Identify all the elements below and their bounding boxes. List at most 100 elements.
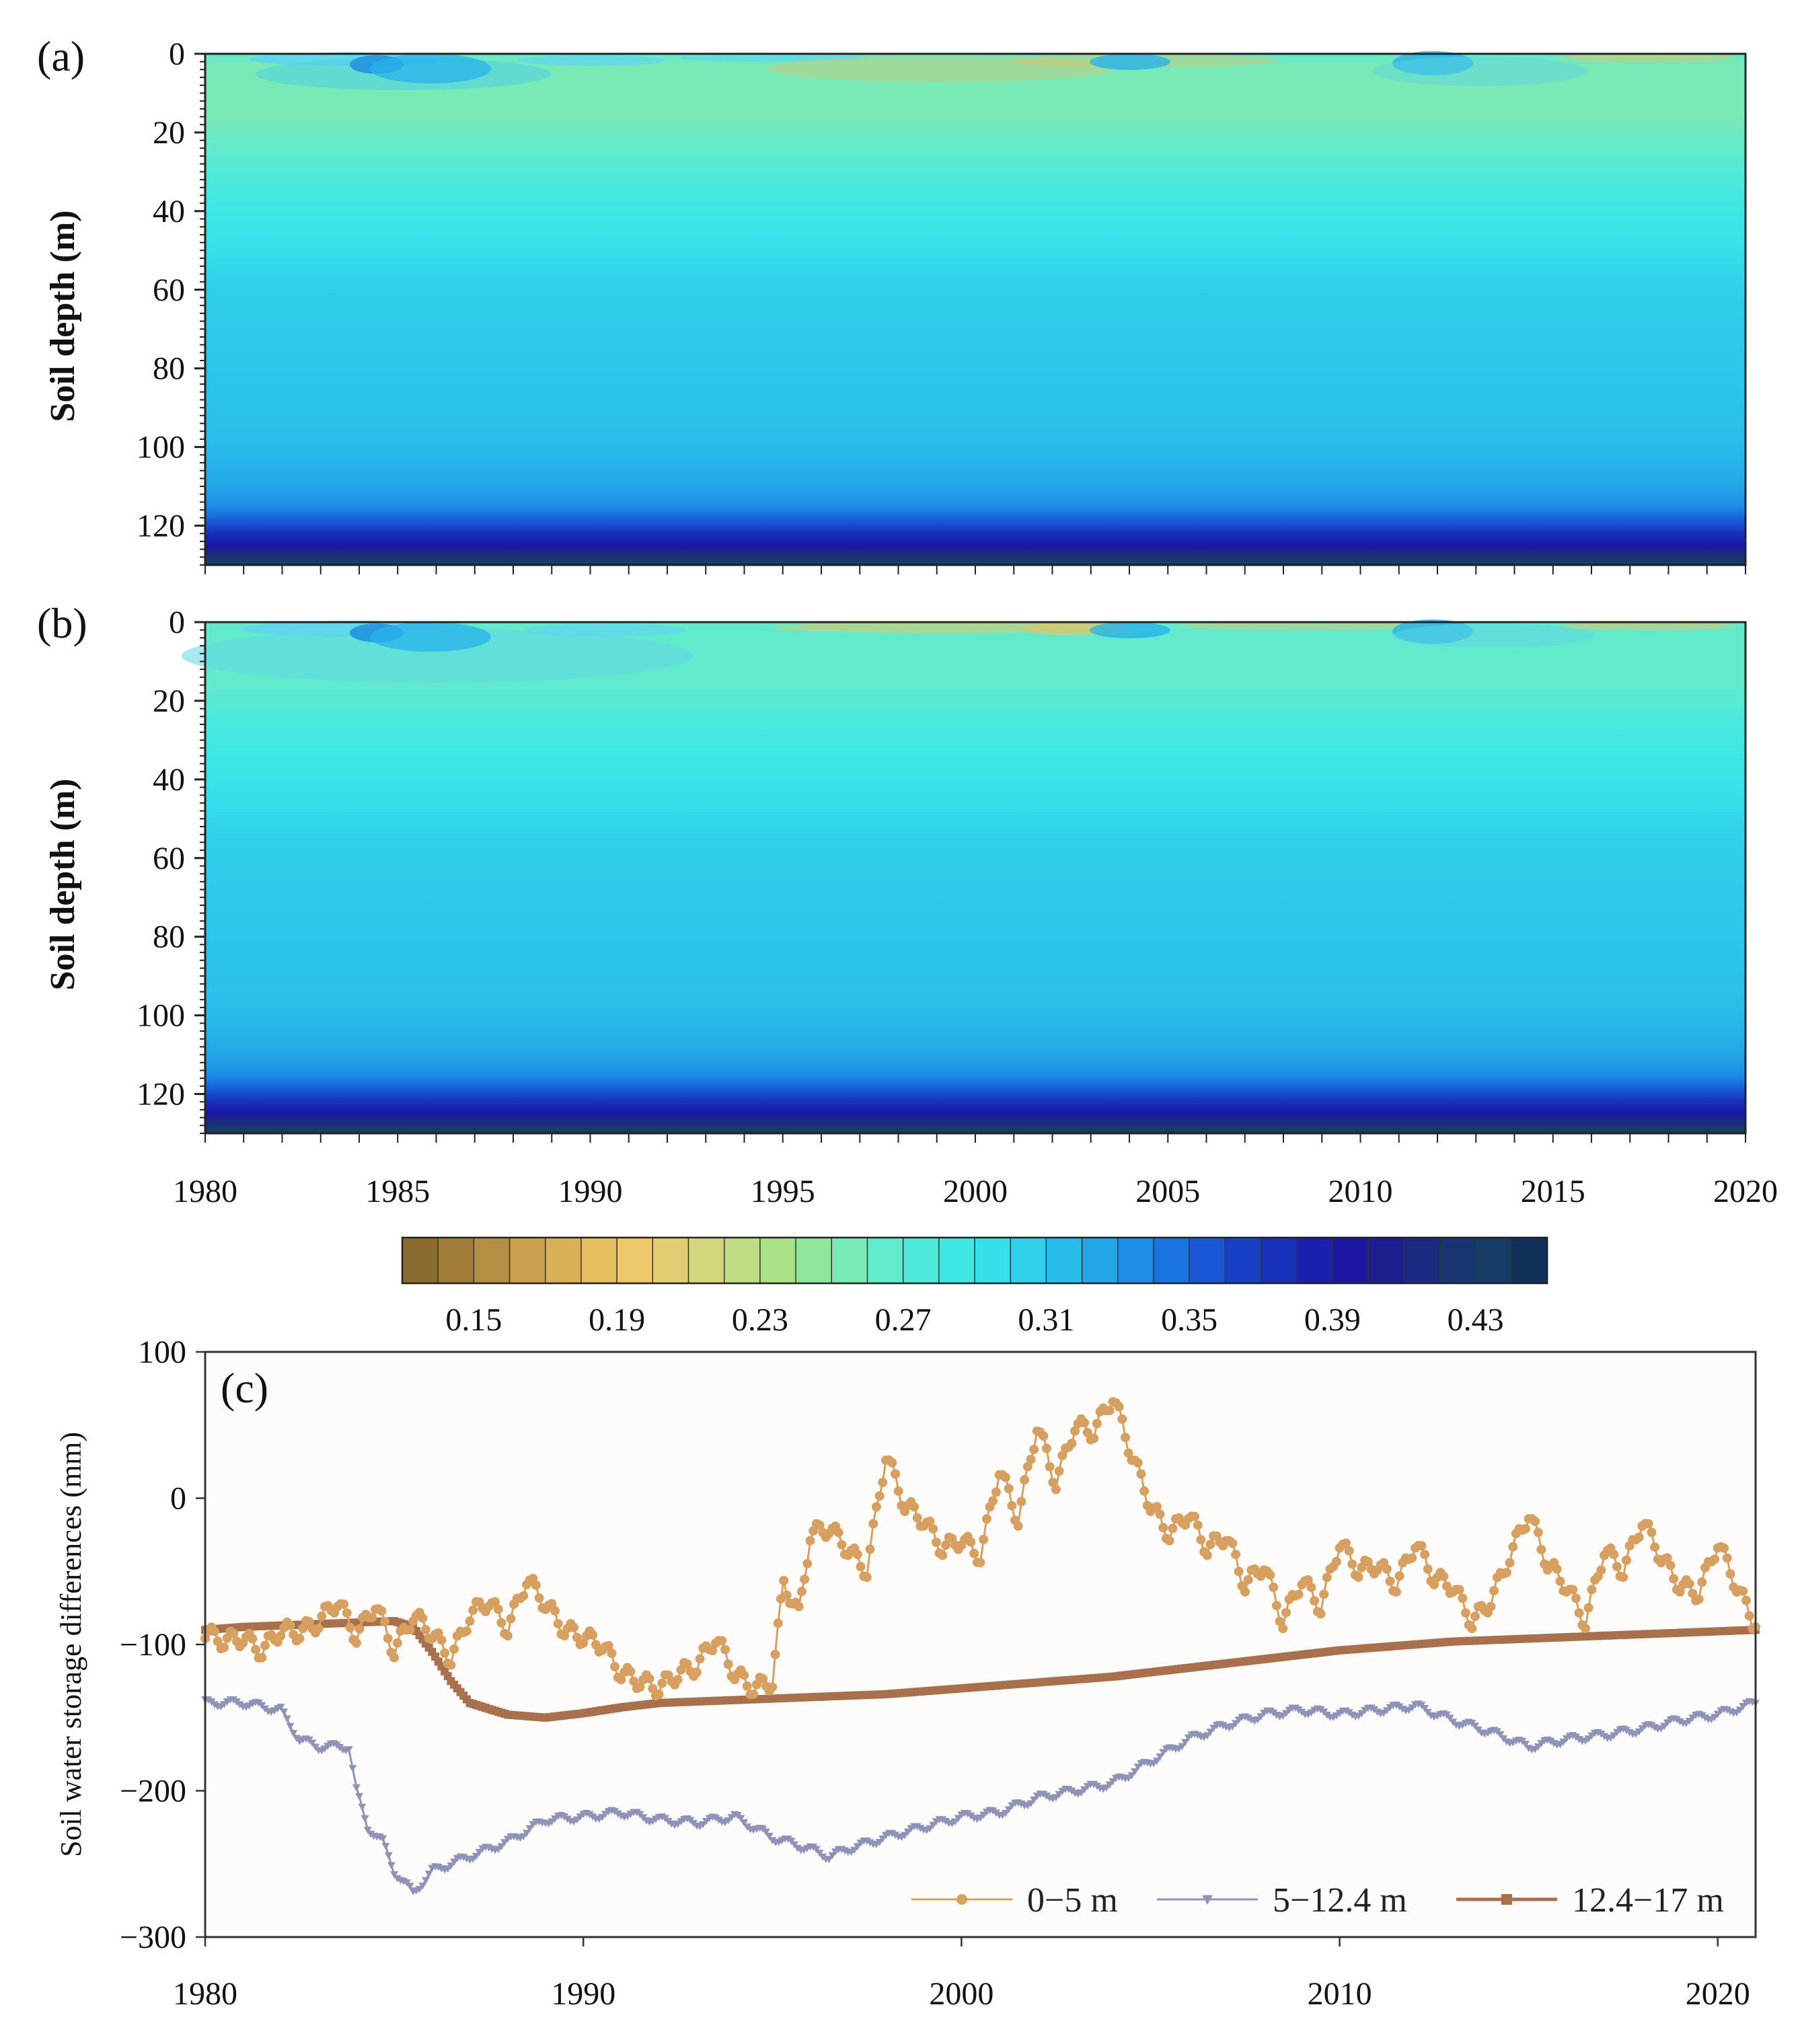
data-point — [912, 1513, 922, 1523]
colorbar-swatch — [437, 1237, 475, 1284]
data-point — [1271, 1601, 1281, 1611]
data-point — [1080, 1418, 1090, 1428]
data-point — [1722, 1553, 1732, 1563]
data-point — [717, 1636, 727, 1646]
data-point — [1391, 1587, 1401, 1597]
data-point — [1159, 1749, 1168, 1757]
y-tick-label: 0 — [170, 1481, 186, 1517]
data-point — [1441, 1581, 1452, 1591]
y-tick-label: 100 — [138, 1334, 186, 1370]
data-point — [708, 1646, 718, 1656]
data-point — [1530, 1516, 1540, 1526]
data-point — [522, 1829, 531, 1838]
data-point — [450, 1858, 459, 1866]
data-point — [387, 1862, 396, 1870]
data-point — [875, 1839, 884, 1846]
data-point — [447, 1862, 455, 1870]
data-point — [931, 1538, 941, 1548]
data-point — [339, 1599, 349, 1610]
data-point — [1420, 1550, 1430, 1560]
data-point — [1331, 1556, 1341, 1566]
data-point — [773, 1618, 783, 1628]
data-point — [1429, 1580, 1439, 1589]
y-tick-label: 0 — [169, 36, 185, 72]
data-point — [887, 1458, 897, 1468]
data-point — [1357, 1562, 1367, 1573]
legend-item: 12.4−17 m — [1456, 1881, 1724, 1920]
data-point — [345, 1623, 355, 1632]
data-point — [380, 1617, 389, 1627]
data-point — [1647, 1722, 1656, 1730]
colorbar-swatch — [759, 1237, 797, 1284]
data-point — [1190, 1511, 1200, 1521]
data-point — [749, 1690, 759, 1699]
data-point — [610, 1662, 620, 1671]
data-point — [626, 1667, 636, 1677]
data-point — [925, 1516, 935, 1526]
data-point — [782, 1590, 792, 1600]
data-point — [812, 1846, 821, 1854]
data-point — [1030, 1796, 1039, 1804]
data-point — [837, 1540, 847, 1550]
data-point — [1231, 1720, 1240, 1728]
data-point — [313, 1624, 324, 1634]
colorbar-tick-label: 0.31 — [1018, 1302, 1074, 1338]
colorbar-swatch — [473, 1237, 511, 1284]
data-point — [893, 1486, 903, 1496]
data-point — [796, 1587, 806, 1597]
y-tick-label: 20 — [153, 683, 185, 719]
data-point — [1168, 1523, 1178, 1534]
data-point — [1688, 1589, 1698, 1599]
data-point — [351, 1638, 361, 1648]
data-point — [603, 1640, 613, 1651]
data-point — [418, 1613, 428, 1623]
data-point — [1133, 1458, 1143, 1468]
data-point — [367, 1613, 377, 1623]
data-point — [929, 1821, 938, 1829]
data-point — [1205, 1540, 1215, 1550]
data-point — [1016, 1497, 1026, 1507]
data-point — [1407, 1553, 1417, 1563]
data-point — [1508, 1542, 1518, 1552]
surface-wet-zone — [1561, 622, 1735, 630]
data-point — [1269, 1583, 1279, 1592]
data-point — [673, 1675, 683, 1685]
colorbar-swatch — [402, 1237, 439, 1284]
data-point — [1155, 1509, 1165, 1519]
panel-a-surface-features — [249, 51, 1735, 90]
data-point — [1583, 1603, 1593, 1613]
data-point — [1243, 1575, 1253, 1585]
data-point — [440, 1648, 450, 1658]
data-point — [1496, 1731, 1505, 1739]
data-point — [248, 1634, 258, 1644]
surface-wet-zone — [1177, 622, 1446, 630]
data-point — [534, 1593, 544, 1603]
data-point — [468, 1605, 478, 1615]
data-point — [1417, 1541, 1427, 1551]
data-point — [392, 1638, 402, 1648]
data-point — [475, 1848, 484, 1856]
data-point — [1048, 1478, 1058, 1487]
data-point — [969, 1548, 979, 1558]
data-point — [1533, 1527, 1543, 1538]
data-point — [589, 1813, 597, 1821]
data-point — [1104, 1406, 1115, 1416]
data-point — [739, 1670, 749, 1680]
data-point — [1004, 1484, 1014, 1494]
data-point — [1026, 1454, 1036, 1464]
data-point — [420, 1624, 430, 1634]
data-point — [1231, 1550, 1240, 1560]
data-point — [578, 1638, 589, 1648]
data-point — [547, 1599, 557, 1609]
data-point — [383, 1634, 393, 1643]
x-tick-label: 2010 — [1328, 1174, 1393, 1209]
data-point — [1082, 1427, 1092, 1437]
data-point — [1164, 1536, 1174, 1546]
data-point — [737, 1815, 745, 1823]
data-point — [1178, 1743, 1187, 1751]
data-point — [1423, 1564, 1433, 1574]
data-point — [461, 1626, 472, 1636]
data-point — [850, 1846, 859, 1854]
legend-marker — [956, 1894, 967, 1905]
